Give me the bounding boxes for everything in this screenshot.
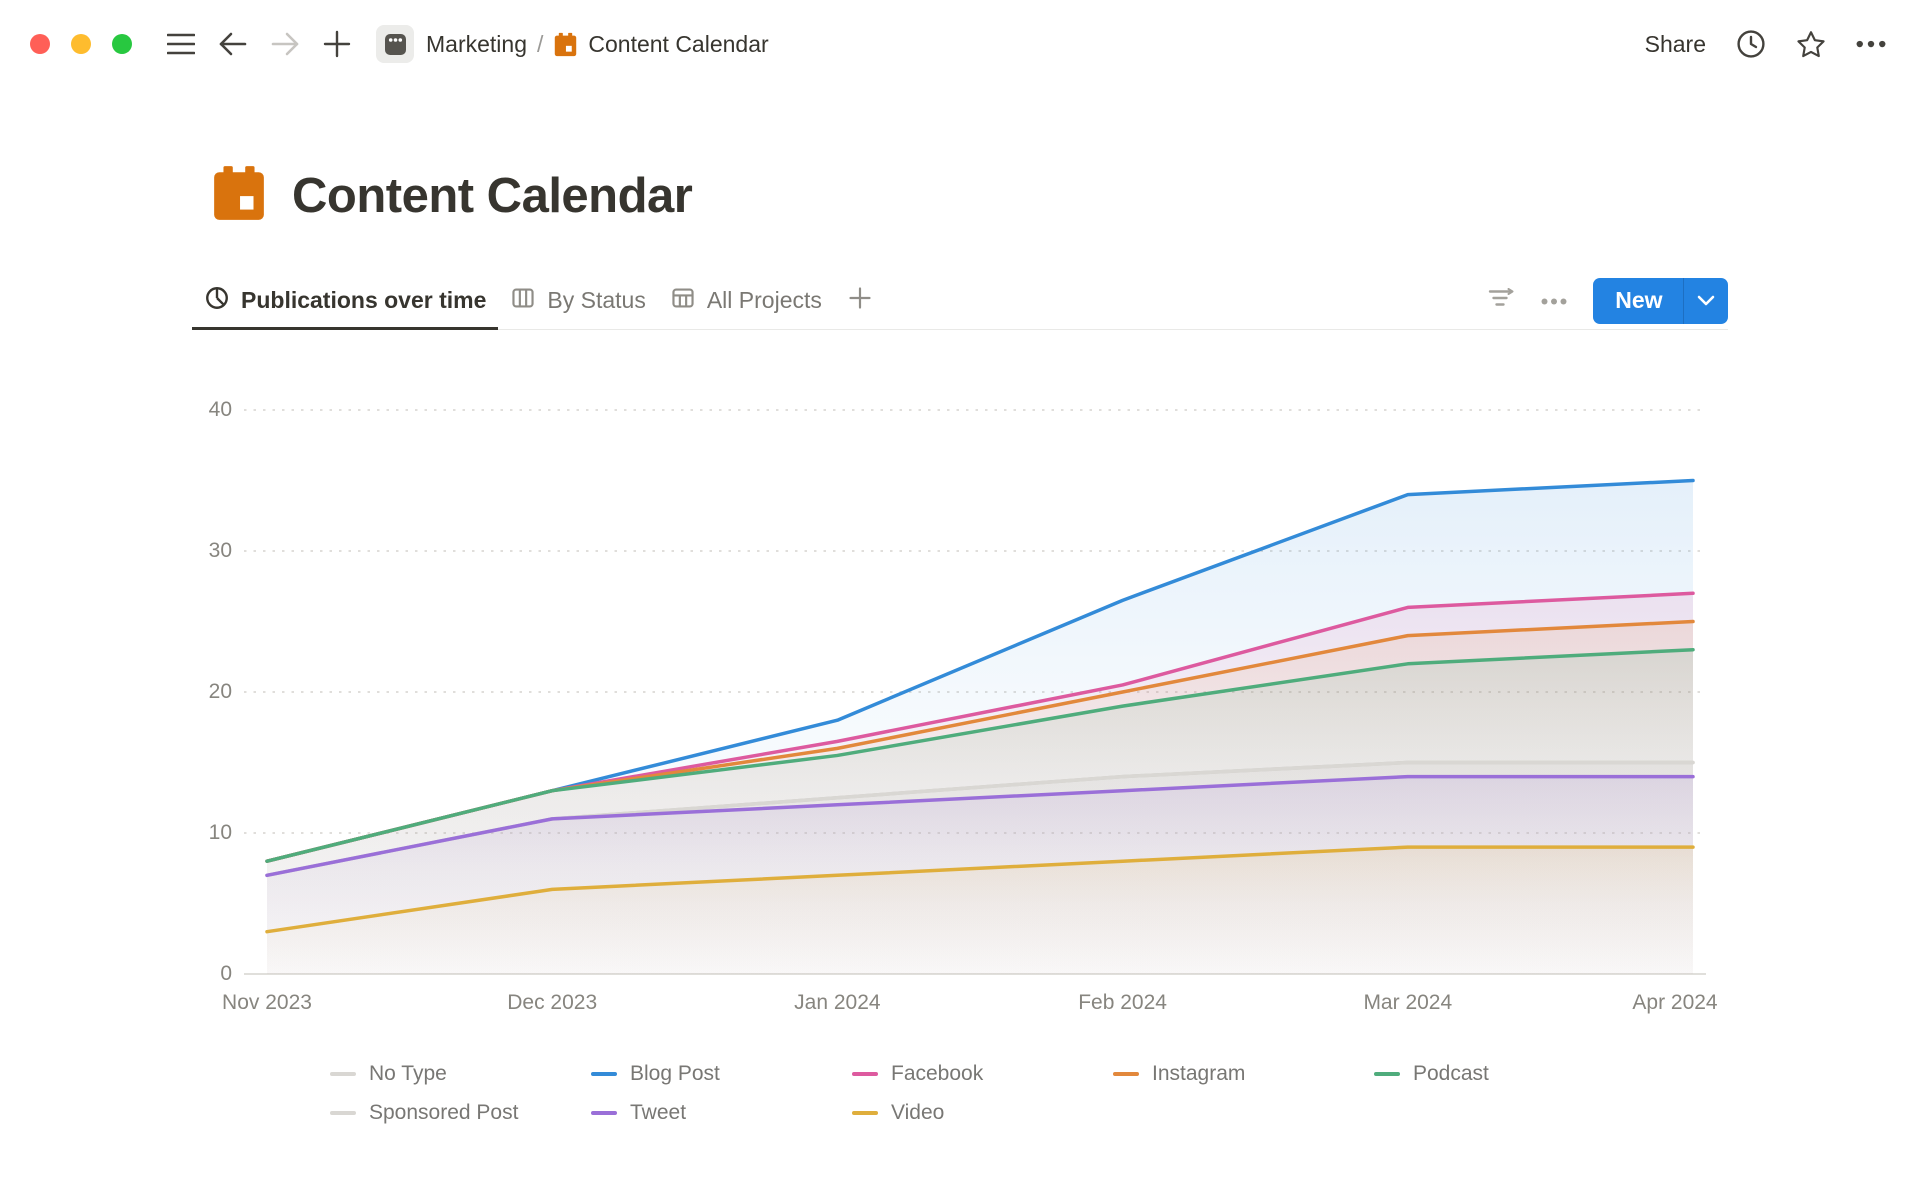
x-tick-label: Dec 2023 (507, 991, 598, 1014)
x-tick-label: Feb 2024 (1078, 991, 1167, 1014)
breadcrumb: Marketing / Content Calendar (376, 25, 769, 63)
publications-chart: 0 10 20 30 40 Nov 2023 Dec 2023 Jan 2024 Feb 20… (0, 330, 1920, 1150)
calendar-icon (553, 32, 578, 57)
y-tick-label: 0 (220, 962, 232, 985)
page-title[interactable]: Content Calendar (292, 168, 693, 223)
x-tick-label: Mar 2024 (1363, 991, 1453, 1014)
teamspace-icon[interactable] (376, 25, 414, 63)
breadcrumb-page[interactable]: Content Calendar (588, 30, 769, 57)
legend-label: Tweet (630, 1101, 687, 1124)
area-chart-canvas (244, 409, 1706, 975)
legend-swatch (591, 1111, 617, 1115)
legend-swatch (852, 1111, 878, 1115)
tab-by-status[interactable]: By Status (498, 272, 657, 330)
forward-icon[interactable] (270, 29, 300, 59)
legend-swatch (852, 1072, 878, 1076)
y-tick-label: 40 (208, 398, 232, 421)
legend-label: Podcast (1413, 1062, 1489, 1085)
x-tick-label: Apr 2024 (1632, 991, 1718, 1014)
legend-item[interactable]: Podcast (1374, 1058, 1635, 1090)
legend-item[interactable]: Blog Post (591, 1058, 852, 1090)
clock-icon[interactable] (1736, 29, 1766, 59)
view-tab-bar: Publications over time By Status All Pro… (192, 272, 1728, 330)
chart-legend: No Type Blog Post Facebook Instagram Podcast… (330, 1058, 1635, 1129)
zoom-window-button[interactable] (112, 34, 132, 54)
tab-label: By Status (547, 287, 646, 313)
legend-item[interactable]: No Type (330, 1058, 591, 1090)
legend-item[interactable]: Sponsored Post (330, 1097, 591, 1129)
legend-swatch (330, 1072, 356, 1076)
window-controls (30, 34, 132, 54)
new-button-label[interactable]: New (1615, 287, 1663, 313)
x-tick-label: Jan 2024 (794, 991, 881, 1014)
more-options-icon[interactable] (1856, 29, 1886, 59)
tab-label: Publications over time (241, 287, 487, 313)
legend-label: Video (891, 1101, 945, 1124)
chevron-down-icon[interactable] (1684, 278, 1728, 324)
y-tick-label: 20 (208, 680, 232, 703)
legend-label: Facebook (891, 1062, 984, 1085)
close-window-button[interactable] (30, 34, 50, 54)
window-titlebar: Marketing / Content Calendar Share (0, 0, 1920, 88)
view-more-icon[interactable] (1541, 292, 1567, 310)
legend-label: Sponsored Post (369, 1101, 519, 1124)
new-button-divider (1682, 277, 1684, 324)
x-tick-label: Nov 2023 (222, 991, 312, 1014)
legend-swatch (1113, 1072, 1139, 1076)
topbar-actions: Share (1645, 29, 1886, 59)
share-button[interactable]: Share (1644, 30, 1706, 57)
legend-swatch (330, 1111, 356, 1115)
back-icon[interactable] (218, 29, 248, 59)
tab-publications-over-time[interactable]: Publications over time (192, 272, 498, 330)
star-icon[interactable] (1796, 29, 1826, 59)
new-button[interactable]: New (1593, 277, 1728, 324)
page-calendar-icon[interactable] (210, 164, 268, 227)
legend-swatch (1374, 1072, 1400, 1076)
legend-item[interactable]: Video (852, 1097, 1113, 1129)
pie-chart-icon (204, 285, 230, 317)
legend-label: Instagram (1152, 1062, 1246, 1085)
table-grid-icon (670, 285, 696, 317)
filter-sort-icon[interactable] (1487, 288, 1515, 313)
legend-label: No Type (369, 1062, 447, 1085)
y-tick-label: 10 (208, 821, 232, 844)
add-view-icon[interactable] (848, 286, 872, 315)
board-columns-icon (510, 285, 536, 317)
legend-item[interactable]: Instagram (1113, 1058, 1374, 1090)
y-tick-label: 30 (208, 539, 232, 562)
tab-all-projects[interactable]: All Projects (658, 272, 834, 330)
legend-item[interactable]: Tweet (591, 1097, 852, 1129)
hamburger-menu-icon[interactable] (166, 29, 196, 59)
breadcrumb-separator: / (536, 30, 544, 57)
legend-label: Blog Post (630, 1062, 720, 1085)
new-page-icon[interactable] (322, 29, 352, 59)
tab-label: All Projects (706, 287, 822, 313)
breadcrumb-workspace[interactable]: Marketing (426, 30, 527, 57)
legend-item[interactable]: Facebook (852, 1058, 1113, 1090)
minimize-window-button[interactable] (71, 34, 91, 54)
view-controls: New (1487, 277, 1728, 324)
page-header: Content Calendar (210, 164, 693, 227)
legend-swatch (591, 1072, 617, 1076)
